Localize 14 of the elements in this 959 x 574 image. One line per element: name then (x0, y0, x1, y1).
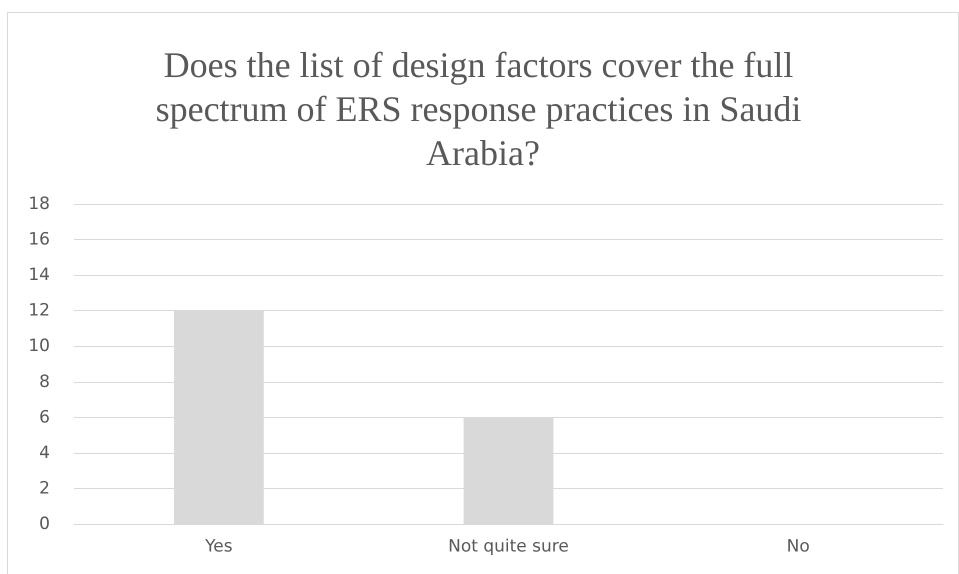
x-tick-label: Yes (204, 536, 233, 556)
y-tick-label: 14 (28, 265, 50, 286)
y-tick-label: 12 (28, 300, 50, 321)
y-tick-label: 6 (39, 407, 50, 428)
x-tick-label: No (786, 536, 810, 556)
y-tick-label: 10 (28, 336, 50, 356)
y-tick-label: 4 (39, 442, 50, 463)
chart-title: Does the list of design factors cover the full spectrum of ERS response practices in Saudi Arabia? (156, 45, 810, 173)
y-tick-label: 16 (28, 230, 50, 250)
y-tick-label: 0 (39, 514, 50, 534)
y-tick-label: 2 (39, 478, 50, 498)
y-tick-label: 18 (28, 194, 50, 214)
y-tick-label: 8 (39, 372, 50, 392)
x-tick-label: Not quite sure (448, 536, 569, 556)
